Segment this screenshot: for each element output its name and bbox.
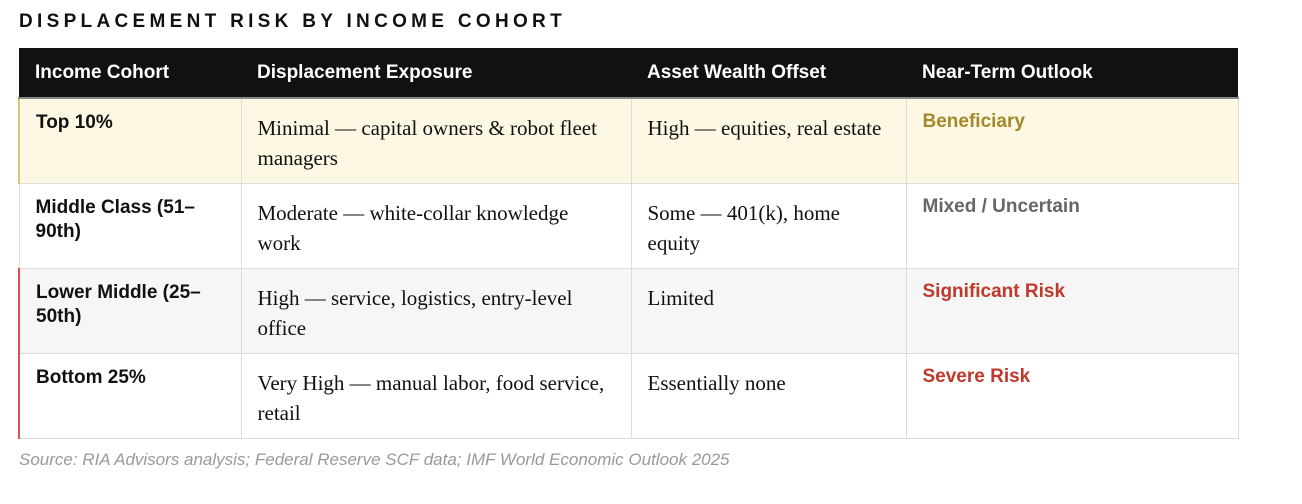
- table-cell: Moderate — white-collar knowledge work: [240, 182, 632, 269]
- table-row: Bottom 25% Very High — manual labor, food…: [18, 352, 1239, 439]
- table-cell: Minimal — capital owners & robot fleet m…: [240, 97, 632, 184]
- title: DISPLACEMENT RISK BY INCOME COHORT: [19, 11, 566, 32]
- table-body: Top 10% Minimal — capital owners & robot …: [18, 97, 1239, 439]
- source-note: Source: RIA Advisors analysis; Federal R…: [19, 450, 730, 469]
- table: Income Cohort Displacement Exposure Asset …: [18, 48, 1239, 439]
- table-cell: Middle Class (51–90th): [18, 182, 242, 269]
- table-row: Middle Class (51–90th) Moderate — white-c…: [18, 182, 1239, 269]
- table-cell: Significant Risk: [905, 267, 1239, 354]
- table-cell: Bottom 25%: [18, 352, 242, 439]
- table-cell: Mixed / Uncertain: [905, 182, 1239, 269]
- table-cell: Severe Risk: [905, 352, 1239, 439]
- table-cell: Some — 401(k), home equity: [630, 182, 907, 269]
- header-row: Income Cohort Displacement Exposure Asset …: [19, 48, 1238, 99]
- table-cell: Very High — manual labor, food service, …: [240, 352, 632, 439]
- table-cell: High — service, logistics, entry-level o…: [240, 267, 632, 354]
- column-header: Asset Wealth Offset: [631, 48, 906, 99]
- column-header: Displacement Exposure: [241, 48, 631, 99]
- table-head: Income Cohort Displacement Exposure Asset …: [19, 48, 1238, 99]
- table-cell: High — equities, real estate: [630, 97, 907, 184]
- column-header: Near-Term Outlook: [906, 48, 1238, 99]
- table-cell: Essentially none: [630, 352, 907, 439]
- table-cell: Limited: [630, 267, 907, 354]
- table-row: Lower Middle (25–50th) High — service, lo…: [18, 267, 1239, 354]
- table-cell: Top 10%: [18, 97, 242, 184]
- table-cell: Beneficiary: [905, 97, 1239, 184]
- table-row: Top 10% Minimal — capital owners & robot …: [18, 97, 1239, 184]
- column-header: Income Cohort: [19, 48, 241, 99]
- table-cell: Lower Middle (25–50th): [18, 267, 242, 354]
